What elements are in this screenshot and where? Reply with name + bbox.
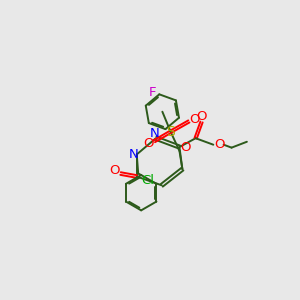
Text: S: S: [166, 125, 175, 139]
Text: O: O: [196, 110, 207, 123]
Text: O: O: [181, 141, 191, 154]
Text: O: O: [214, 138, 224, 151]
Text: N: N: [149, 127, 159, 140]
Text: O: O: [190, 112, 200, 126]
Text: N: N: [128, 148, 138, 161]
Text: F: F: [149, 86, 157, 99]
Text: Cl: Cl: [142, 174, 155, 188]
Text: O: O: [110, 164, 120, 177]
Text: O: O: [143, 137, 154, 150]
